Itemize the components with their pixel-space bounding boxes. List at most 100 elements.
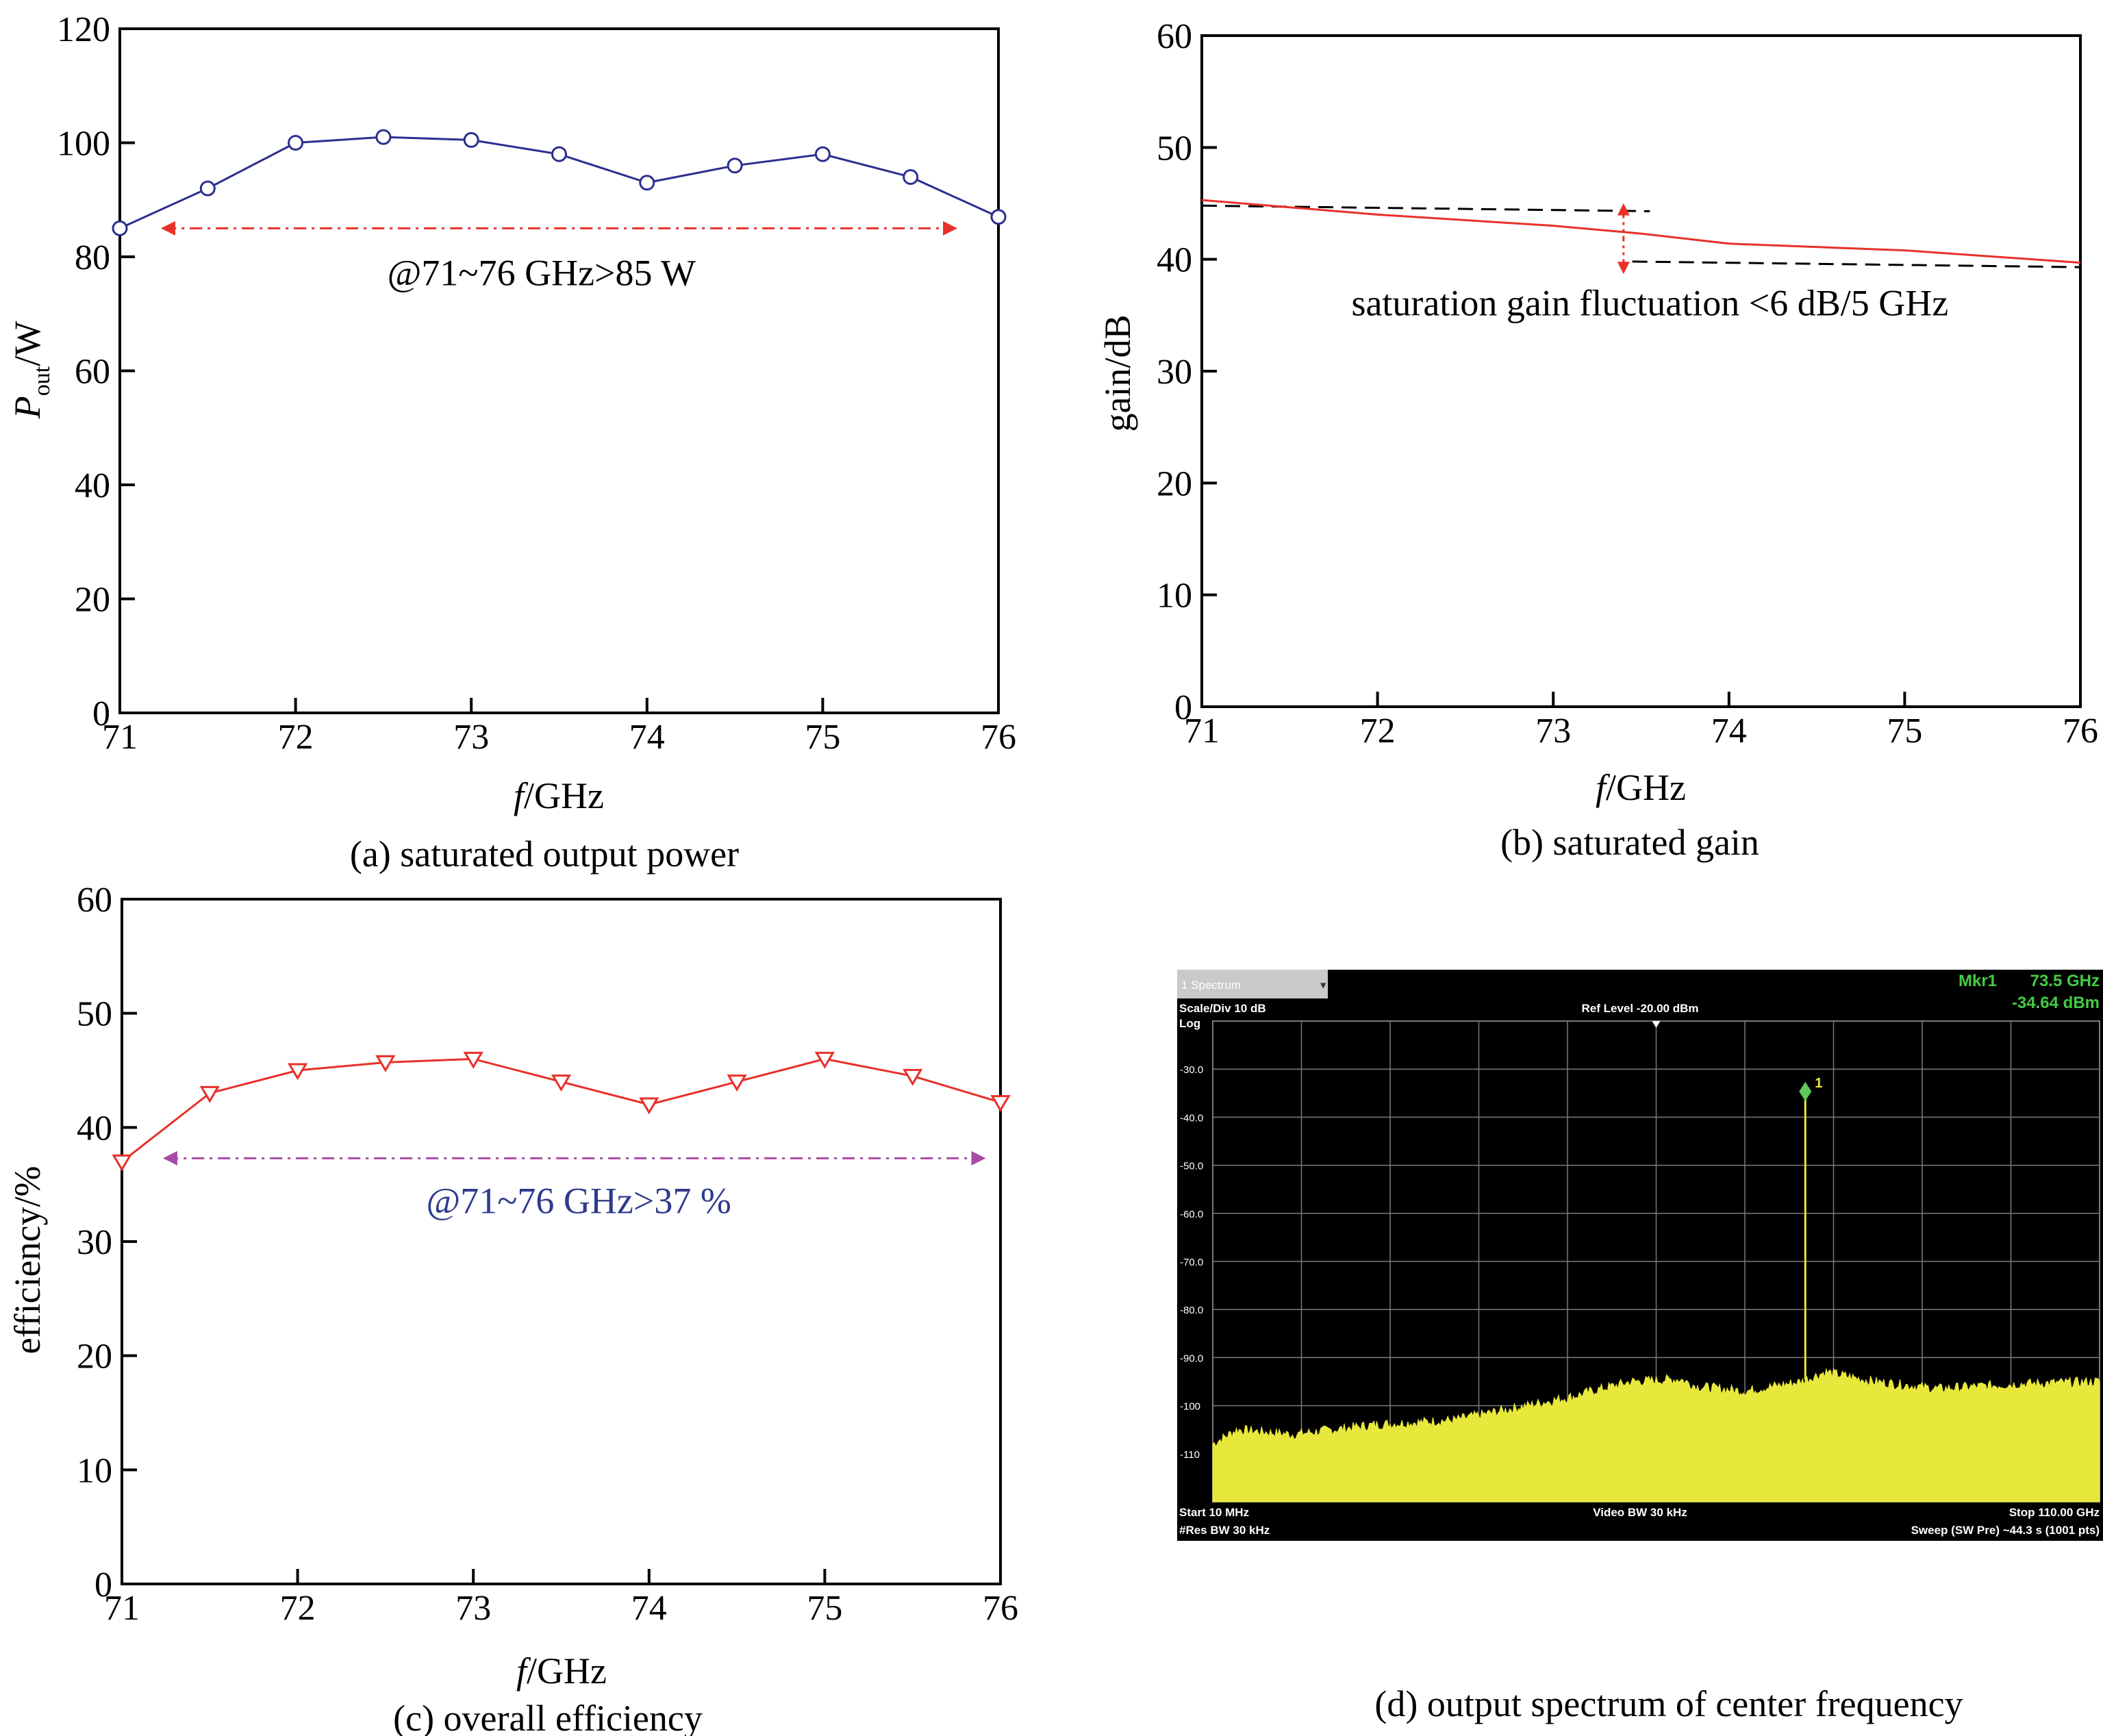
data-point-triangle — [375, 1055, 396, 1072]
x-tick-label: 75 — [1887, 712, 1922, 751]
marker-level: -34.64 dBm — [2012, 994, 2100, 1012]
panel-a-output-power: 71 72 73 74 75 76 0 20 40 60 80 100 120 @71~76 GHz>8… — [7, 10, 1016, 875]
x-tick-label: 76 — [983, 1589, 1018, 1628]
axis-ticks: 71 72 73 74 75 76 0 10 20 30 40 50 60 — [1157, 17, 2098, 751]
panel-b-saturated-gain: 71 72 73 74 75 76 0 10 20 30 40 50 60 saturation gai… — [1097, 17, 2098, 863]
reference-dashed-lines — [1201, 204, 2081, 268]
x-tick-label: 74 — [631, 1589, 667, 1628]
y-tick-label: 30 — [1157, 353, 1192, 392]
x-axis-label: f/GHz — [1596, 767, 1686, 808]
y-tick-label: 20 — [77, 1337, 112, 1376]
marker-diamond-icon — [1799, 1081, 1812, 1101]
data-point-triangle — [199, 1085, 220, 1103]
y-tick-label: 0 — [92, 694, 110, 733]
data-point-circle — [375, 129, 392, 145]
y-axis-label: efficiency/% — [7, 1166, 48, 1355]
start-frequency: Start 10 MHz — [1179, 1506, 1249, 1519]
spectrum-y-tick-label: -100 — [1180, 1401, 1200, 1413]
spectrum-plot-area: -30.0 -40.0 -50.0 -60.0 -70.0 -80.0 -90.0 -100 -… — [1180, 1020, 2100, 1502]
x-tick-label: 71 — [104, 1589, 140, 1628]
y-axis-label: gain/dB — [1097, 315, 1138, 432]
caption-a: (a) saturated output power — [350, 833, 739, 875]
sweep-info: Sweep (SW Pre) ~44.3 s (1001 pts) — [1911, 1524, 2100, 1537]
scale-div-label: Scale/Div 10 dB — [1179, 1002, 1266, 1015]
x-tick-label: 71 — [1184, 712, 1220, 751]
data-point-circle — [727, 158, 743, 174]
series-line — [121, 1057, 1001, 1163]
stop-frequency: Stop 110.00 GHz — [2009, 1506, 2100, 1519]
y-tick-label: 10 — [77, 1451, 112, 1490]
series-efficiency — [112, 1051, 1011, 1172]
tab-dropdown-icon: ▾ — [1320, 979, 1326, 992]
data-point-circle — [990, 209, 1007, 225]
y-tick-label: 20 — [1157, 464, 1192, 503]
x-axis-label: f/GHz — [514, 775, 604, 816]
x-tick-label: 75 — [807, 1589, 842, 1628]
series-gain — [1201, 199, 2081, 264]
x-tick-label: 76 — [981, 718, 1016, 757]
tab-spectrum-label: 1 Spectrum — [1181, 979, 1241, 992]
caption-c: (c) overall efficiency — [393, 1698, 703, 1736]
plot-frame — [1200, 34, 2082, 708]
series-output-power — [112, 129, 1007, 236]
tab-spectrum[interactable] — [1177, 970, 1328, 998]
y-tick-label: 80 — [75, 238, 110, 277]
y-tick-label: 40 — [75, 466, 110, 505]
spectrum-y-tick-label: -40.0 — [1180, 1112, 1203, 1124]
data-point-triangle — [112, 1154, 132, 1172]
data-point-circle — [551, 146, 567, 162]
x-tick-label: 72 — [280, 1589, 316, 1628]
data-point-triangle — [814, 1051, 835, 1069]
y-tick-label: 50 — [77, 995, 112, 1034]
res-bw: #Res BW 30 kHz — [1179, 1524, 1270, 1537]
y-tick-label: 0 — [95, 1565, 112, 1605]
annotation-gain: saturation gain fluctuation <6 dB/5 GHz — [1351, 282, 1948, 323]
spectrum-y-tick-label: -60.0 — [1180, 1209, 1203, 1220]
axis-ticks: 71 72 73 74 75 76 0 20 40 60 80 100 120 — [57, 10, 1016, 757]
caption-d: (d) output spectrum of center frequency — [1374, 1683, 1963, 1724]
data-point-triangle — [639, 1097, 659, 1115]
reference-line — [1632, 260, 2081, 268]
data-point-triangle — [990, 1095, 1011, 1113]
spectrum-y-tick-label: -90.0 — [1180, 1353, 1203, 1364]
spectrum-y-tick-label: -50.0 — [1180, 1161, 1203, 1172]
data-point-triangle — [463, 1051, 483, 1069]
y-tick-label: 100 — [57, 125, 110, 164]
data-point-triangle — [551, 1074, 572, 1092]
y-tick-label: 10 — [1157, 577, 1192, 616]
y-tick-label: 60 — [1157, 17, 1192, 56]
y-axis-label: Pout/W — [7, 321, 55, 419]
y-tick-label: 40 — [77, 1109, 112, 1148]
x-tick-label: 72 — [1360, 712, 1396, 751]
axis-ticks: 71 72 73 74 75 76 0 10 20 30 40 50 60 — [77, 881, 1018, 1628]
series-line — [1201, 199, 2081, 264]
plot-frame — [118, 27, 1000, 714]
data-point-circle — [639, 175, 655, 191]
x-tick-label: 74 — [1711, 712, 1747, 751]
x-axis-label: f/GHz — [516, 1650, 607, 1691]
video-bw: Video BW 30 kHz — [1593, 1506, 1687, 1519]
y-tick-label: 40 — [1157, 241, 1192, 280]
center-frequency-indicator-icon — [1652, 1021, 1661, 1028]
data-point-circle — [112, 220, 128, 236]
scale-type-label: Log — [1179, 1017, 1200, 1030]
ref-level-label: Ref Level -20.00 dBm — [1581, 1002, 1698, 1015]
x-tick-label: 71 — [102, 718, 138, 757]
data-point-circle — [199, 180, 216, 197]
noise-floor-trace — [1212, 1368, 2100, 1502]
caption-b: (b) saturated gain — [1500, 822, 1759, 863]
panel-d-spectrum: 1 Spectrum ▾ Mkr1 73.5 GHz -34.64 dBm Sc… — [1177, 970, 2103, 1724]
spectrum-y-tick-label: -70.0 — [1180, 1257, 1203, 1268]
spectrum-y-tick-label: -110 — [1180, 1449, 1200, 1461]
x-tick-label: 73 — [1535, 712, 1571, 751]
y-tick-label: 20 — [75, 581, 110, 620]
x-tick-label: 76 — [2063, 712, 2098, 751]
y-tick-label: 30 — [77, 1223, 112, 1262]
y-tick-label: 60 — [75, 353, 110, 392]
y-tick-label: 60 — [77, 881, 112, 920]
x-tick-label: 72 — [278, 718, 314, 757]
x-tick-label: 75 — [805, 718, 840, 757]
panel-c-efficiency: 71 72 73 74 75 76 0 10 20 30 40 50 60 @71~76 GHz>37 … — [7, 881, 1018, 1736]
y-tick-label: 120 — [57, 10, 110, 49]
